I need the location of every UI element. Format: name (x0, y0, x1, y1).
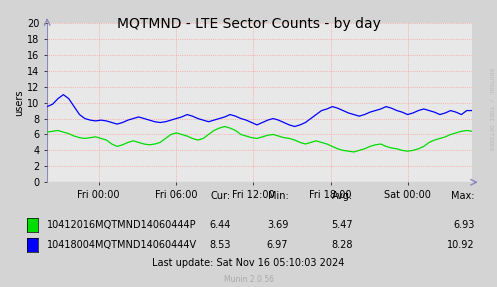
Text: Avg:: Avg: (331, 191, 353, 201)
Text: 8.53: 8.53 (210, 241, 231, 250)
Text: 6.93: 6.93 (453, 220, 475, 230)
Text: 5.47: 5.47 (331, 220, 353, 230)
Y-axis label: users: users (14, 89, 24, 116)
Text: Max:: Max: (451, 191, 475, 201)
Text: Munin 2.0.56: Munin 2.0.56 (224, 275, 273, 284)
Text: 10412016MQTMND14060444P: 10412016MQTMND14060444P (47, 220, 197, 230)
Text: MQTMND - LTE Sector Counts - by day: MQTMND - LTE Sector Counts - by day (117, 17, 380, 31)
Text: 3.69: 3.69 (267, 220, 288, 230)
Text: 8.28: 8.28 (331, 241, 353, 250)
Text: RRDTOOL / TOBI OETIKER: RRDTOOL / TOBI OETIKER (488, 68, 493, 150)
Text: 10.92: 10.92 (447, 241, 475, 250)
Text: 10418004MQTMND14060444V: 10418004MQTMND14060444V (47, 241, 197, 250)
Text: 6.97: 6.97 (267, 241, 288, 250)
Text: Cur:: Cur: (211, 191, 231, 201)
Text: Last update: Sat Nov 16 05:10:03 2024: Last update: Sat Nov 16 05:10:03 2024 (152, 258, 345, 268)
Text: Min:: Min: (267, 191, 288, 201)
Text: 6.44: 6.44 (210, 220, 231, 230)
